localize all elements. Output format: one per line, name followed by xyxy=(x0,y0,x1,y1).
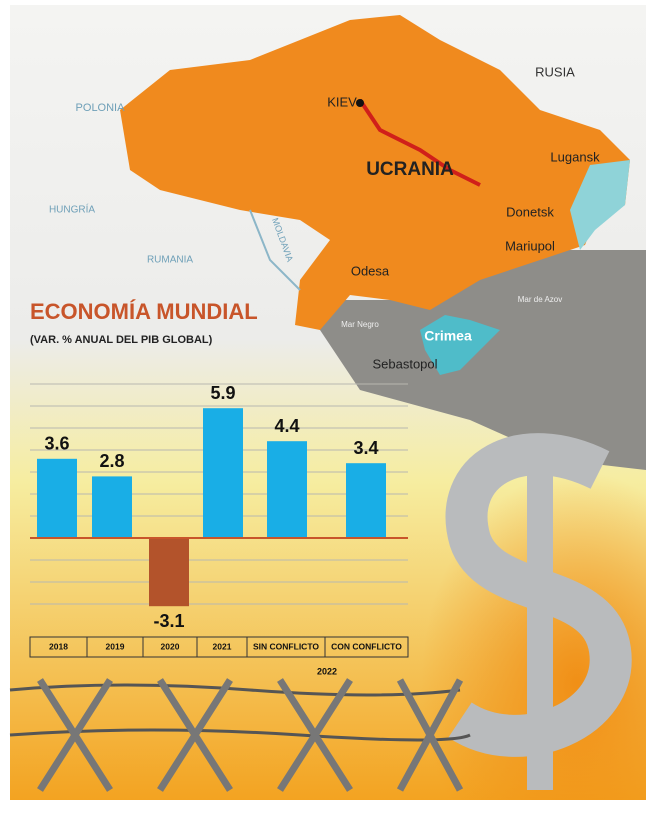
map-label: Sebastopol xyxy=(372,356,437,371)
map-label: HUNGRÍA xyxy=(49,203,95,216)
map-label: Odesa xyxy=(351,263,390,278)
x-tick-label: CON CONFLICTO xyxy=(331,641,402,651)
map-label: POLONIA xyxy=(76,102,126,114)
map-label: KIEV xyxy=(327,94,357,109)
bar xyxy=(267,441,307,538)
map-label: Mar de Azov xyxy=(518,295,562,304)
map-label: UCRANIA xyxy=(366,159,454,180)
bar xyxy=(149,538,189,606)
chart-title: ECONOMÍA MUNDIAL xyxy=(30,299,258,324)
map-label: Lugansk xyxy=(550,149,600,164)
value-label: -3.1 xyxy=(153,611,184,631)
map-label: Mariupol xyxy=(505,238,555,253)
category-group-label: 2022 xyxy=(317,666,337,676)
map-label: Crimea xyxy=(424,328,472,344)
bar xyxy=(203,408,243,538)
x-tick-label: SIN CONFLICTO xyxy=(253,641,319,651)
value-label: 3.4 xyxy=(353,438,378,458)
x-tick-label: 2020 xyxy=(161,641,180,651)
bar xyxy=(37,459,77,538)
bar xyxy=(92,476,132,538)
map-label: RUSIA xyxy=(535,64,575,79)
map-label: Mar Negro xyxy=(341,320,379,329)
value-label: 2.8 xyxy=(99,451,124,471)
value-label: 3.6 xyxy=(44,434,69,454)
city-dot xyxy=(356,99,364,107)
map-label: Donetsk xyxy=(506,204,554,219)
x-tick-label: 2021 xyxy=(213,641,232,651)
x-tick-label: 2019 xyxy=(106,641,125,651)
value-label: 5.9 xyxy=(210,383,235,403)
map-label: RUMANIA xyxy=(147,255,193,266)
value-label: 4.4 xyxy=(274,416,299,436)
x-tick-label: 2018 xyxy=(49,641,68,651)
bar xyxy=(346,463,386,538)
infographic: RUSIA POLONIA KIEV UCRANIA Lugansk HUNGRÍA Don… xyxy=(0,0,656,816)
chart-subtitle: (VAR. % ANUAL DEL PIB GLOBAL) xyxy=(30,334,213,346)
